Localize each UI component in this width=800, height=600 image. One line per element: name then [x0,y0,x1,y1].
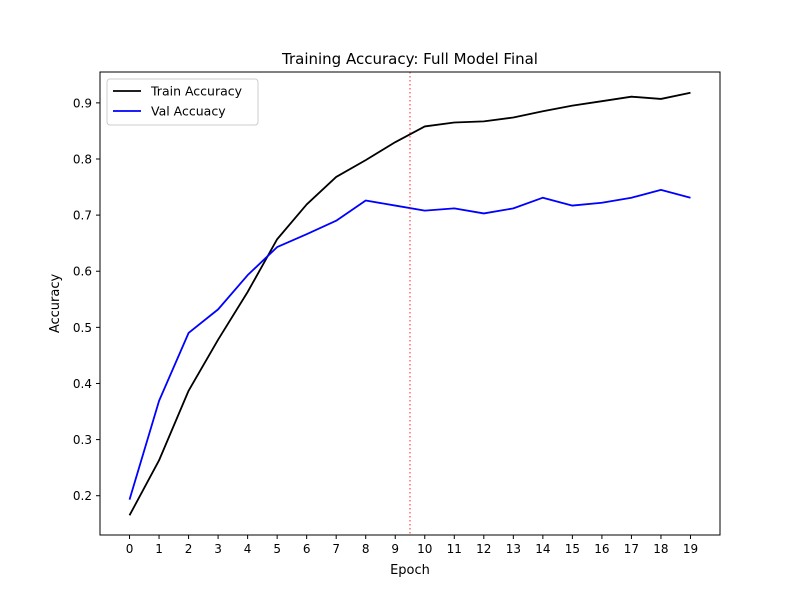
y-tick-label: 0.7 [73,209,92,223]
chart-title: Training Accuracy: Full Model Final [281,50,538,68]
x-tick-label: 12 [476,542,491,556]
legend: Train Accuracy Val Accuacy [106,78,259,126]
x-tick-label: 13 [506,542,521,556]
x-tick-label: 6 [303,542,311,556]
x-tick-label: 1 [155,542,163,556]
y-tick-label: 0.2 [73,489,92,503]
x-tick-label: 4 [244,542,252,556]
x-tick-label: 8 [362,542,370,556]
x-tick-label: 15 [565,542,580,556]
y-tick-label: 0.8 [73,152,92,166]
x-tick-label: 0 [126,542,134,556]
y-tick-label: 0.6 [73,265,92,279]
x-tick-label: 10 [417,542,432,556]
series-line-train-accuracy [128,91,691,516]
legend-label: Val Accuacy [151,104,226,119]
plot-frame [99,71,721,536]
legend-box [106,78,259,126]
y-tick-label: 0.4 [73,377,92,391]
x-tick-label: 16 [594,542,609,556]
x-tick-label: 11 [447,542,462,556]
y-tick-label: 0.9 [73,96,92,110]
y-tick-label: 0.5 [73,321,92,335]
x-tick-label: 2 [185,542,193,556]
x-tick-label: 5 [273,542,281,556]
x-axis-label: Epoch [390,563,430,578]
y-axis-ticks: 0.2 0.3 0.4 0.5 0.6 0.7 0.8 0.9 [73,96,100,503]
x-tick-label: 17 [624,542,639,556]
y-tick-label: 0.3 [73,433,92,447]
x-tick-label: 18 [653,542,668,556]
x-tick-label: 7 [332,542,340,556]
x-axis-ticks: 0 1 2 3 4 5 6 7 8 9 10 11 12 13 14 15 16 17 18 19 [126,535,698,556]
plot-lines [128,72,691,535]
x-tick-label: 14 [535,542,550,556]
y-axis-label: Accuracy [48,274,63,334]
x-tick-label: 3 [214,542,222,556]
x-tick-label: 9 [391,542,399,556]
x-tick-label: 19 [683,542,698,556]
legend-label: Train Accuracy [150,84,243,99]
